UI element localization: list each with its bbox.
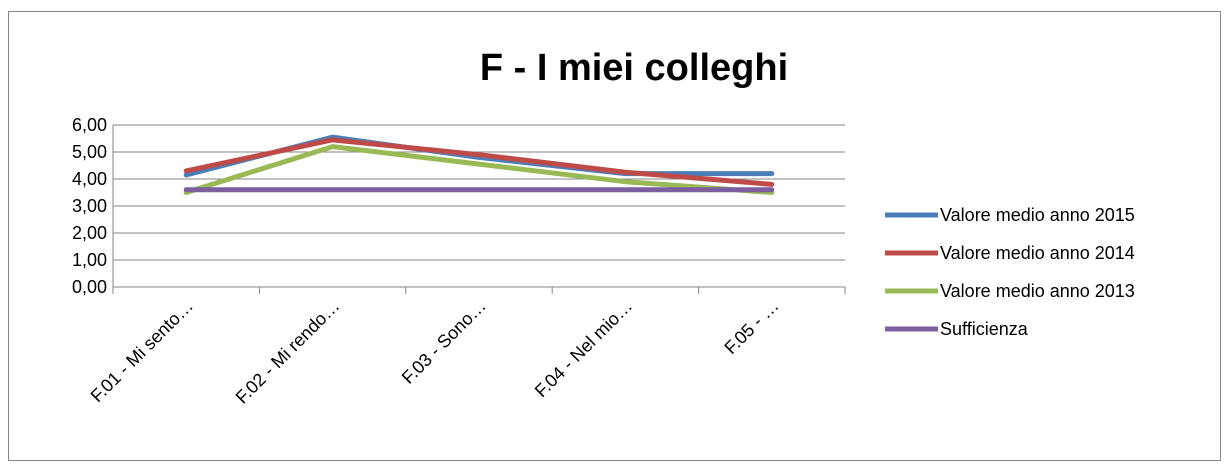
legend-label: Valore medio anno 2015 [940, 205, 1135, 225]
y-tick-label: 5,00 [72, 142, 107, 162]
y-tick-label: 6,00 [72, 115, 107, 135]
y-tick-label: 0,00 [72, 277, 107, 297]
gridlines [113, 124, 845, 261]
y-tick-label: 2,00 [72, 223, 107, 243]
legend-label: Sufficienza [940, 319, 1029, 339]
y-tick-label: 4,00 [72, 169, 107, 189]
chart-frame: F - I miei colleghi 0,00 1,00 2,00 3,00 4,00… [8, 11, 1221, 461]
x-tick-label: F.02 - Mi rendo… [232, 296, 344, 408]
x-axis-ticks: F.01 - Mi sento… F.02 - Mi rendo… F.03 - S… [87, 296, 783, 408]
x-tick-label: F.03 - Sono… [398, 296, 490, 388]
x-tick-label: F.04 - Nel mio… [531, 296, 636, 401]
legend: Valore medio anno 2015 Valore medio anno … [885, 205, 1135, 339]
legend-label: Valore medio anno 2014 [940, 243, 1135, 263]
line-chart: F - I miei colleghi 0,00 1,00 2,00 3,00 4,00… [72, 47, 1135, 408]
legend-label: Valore medio anno 2013 [940, 281, 1135, 301]
series-lines [183, 134, 775, 195]
y-tick-label: 3,00 [72, 196, 107, 216]
y-tick-label: 1,00 [72, 250, 107, 270]
axes [112, 125, 846, 294]
chart-title: F - I miei colleghi [480, 47, 788, 89]
x-tick-label: F.05 - … [720, 296, 782, 358]
series-line-2 [183, 137, 775, 187]
y-axis-ticks: 0,00 1,00 2,00 3,00 4,00 5,00 6,00 [72, 115, 107, 297]
series-line-3 [183, 144, 775, 195]
x-tick-label: F.01 - Mi sento… [87, 296, 197, 406]
